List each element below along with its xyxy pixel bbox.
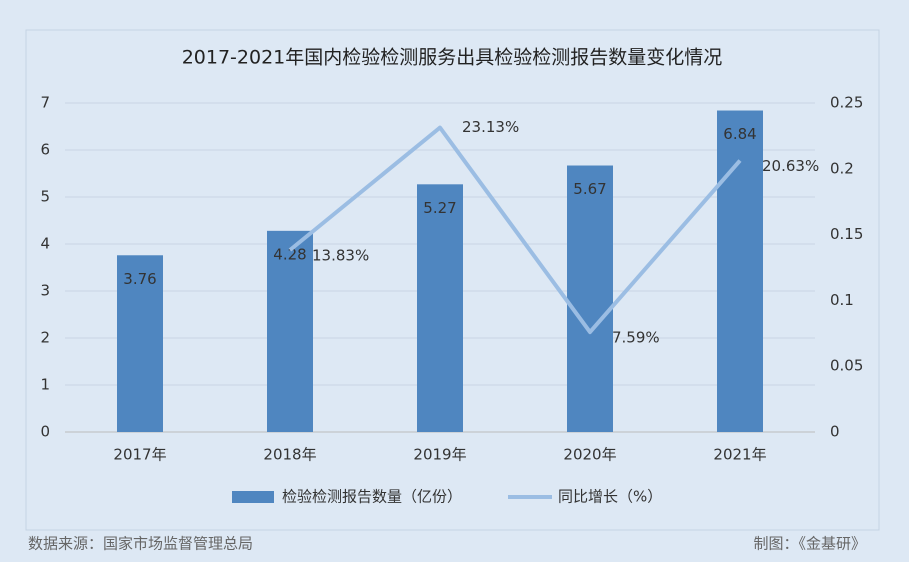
legend-label: 同比增长（%）	[558, 488, 662, 506]
line-value-label: 13.83%	[312, 246, 369, 264]
y2-tick-label: 0.25	[830, 94, 863, 112]
chart-title: 2017-2021年国内检验检测服务出具检验检测报告数量变化情况	[182, 47, 723, 69]
y-tick-label: 7	[40, 94, 50, 112]
y-tick-label: 0	[40, 423, 50, 441]
legend-label: 检验检测报告数量（亿份）	[282, 488, 462, 506]
bar	[417, 184, 463, 432]
legend-swatch	[232, 491, 274, 503]
x-tick-label: 2021年	[713, 446, 766, 464]
line	[288, 125, 742, 335]
bar	[717, 110, 763, 433]
x-tick-label: 2019年	[413, 446, 466, 464]
y2-tick-label: 0.2	[830, 159, 854, 177]
source: 数据来源：国家市场监督管理总局	[28, 535, 253, 553]
bar-value-label: 6.84	[723, 125, 756, 143]
credit: 制图：《金基研》	[753, 535, 866, 553]
y-tick-label: 1	[40, 376, 50, 394]
y-tick-label: 6	[40, 141, 50, 159]
line-value-label: 23.13%	[462, 118, 519, 136]
y2-tick-label: 0.05	[830, 357, 863, 375]
bar-value-label: 5.67	[573, 180, 606, 198]
bar-value-label: 5.27	[423, 199, 456, 217]
line-value-label: 7.59%	[612, 329, 660, 347]
bar-value-label: 3.76	[123, 270, 156, 288]
bar	[567, 165, 613, 432]
x-tick-label: 2018年	[263, 446, 316, 464]
y-tick-label: 2	[40, 329, 50, 347]
y-tick-label: 5	[40, 188, 50, 206]
y2-tick-label: 0.15	[830, 225, 863, 243]
x-tick-label: 2020年	[563, 446, 616, 464]
y-tick-label: 4	[40, 235, 50, 253]
y2-tick-label: 0	[830, 423, 840, 441]
bar	[267, 230, 313, 432]
bar	[117, 255, 163, 432]
bar-value-label: 4.28	[273, 245, 306, 263]
y-tick-label: 3	[40, 282, 50, 300]
y2-tick-label: 0.1	[830, 291, 854, 309]
x-tick-label: 2017年	[113, 446, 166, 464]
line-value-label: 20.63%	[762, 157, 819, 175]
